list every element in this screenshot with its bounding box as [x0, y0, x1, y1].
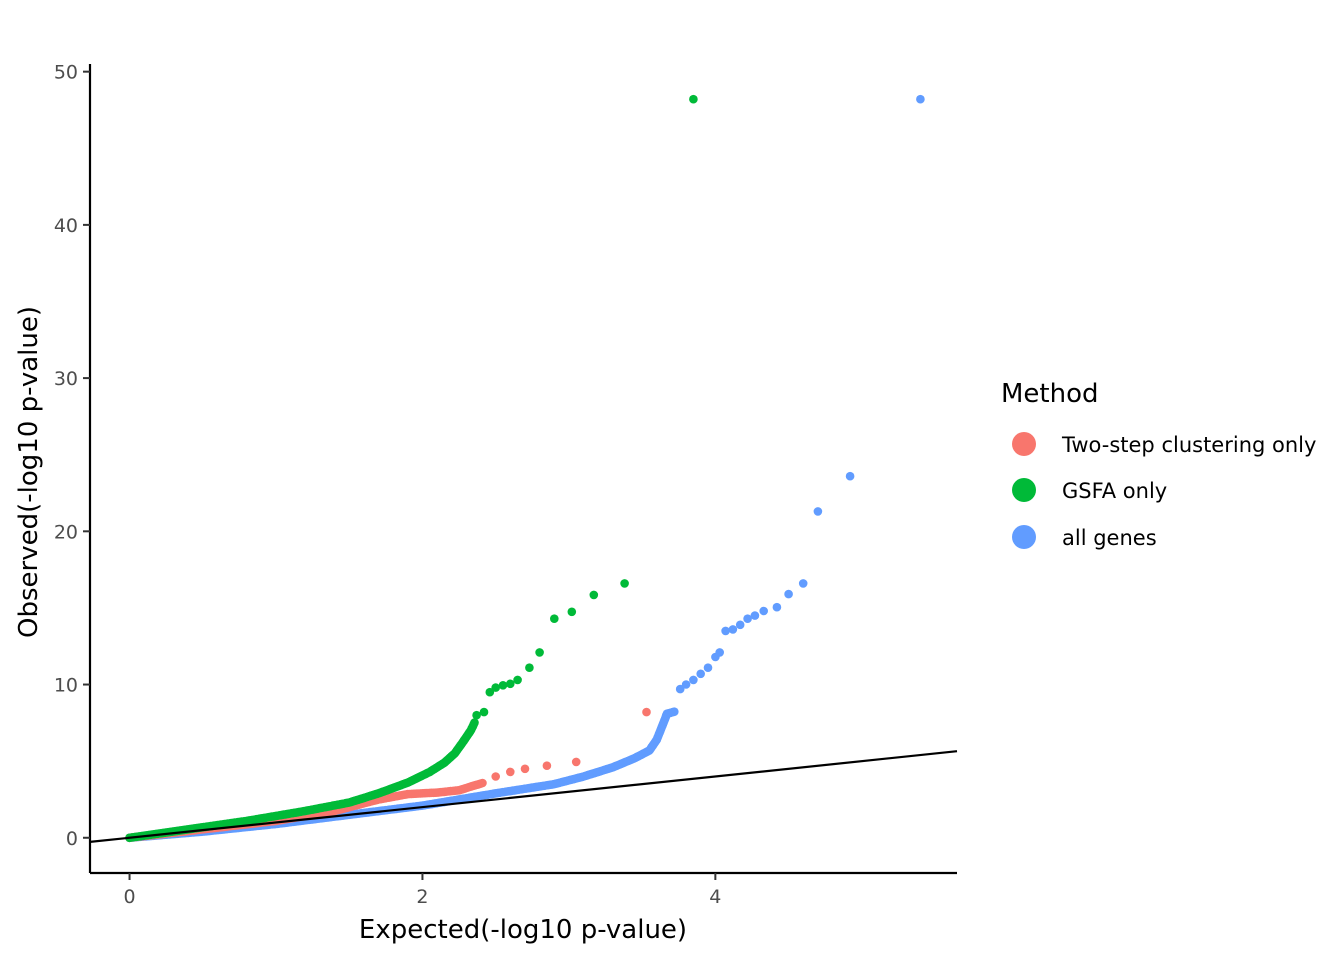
data-point	[715, 648, 724, 657]
data-point	[513, 675, 522, 685]
data-point	[567, 607, 577, 617]
legend-entry-all-genes: all genes	[1012, 525, 1157, 550]
data-point	[498, 681, 508, 690]
legend-label-two-step: Two-step clustering only	[1061, 433, 1316, 457]
data-point	[743, 614, 752, 623]
data-point	[472, 710, 481, 720]
data-point	[916, 94, 925, 104]
data-point	[589, 590, 599, 600]
y-axis-ticks: 0 10 20 30 40 50	[54, 62, 90, 850]
y-tick-label: 40	[54, 215, 78, 237]
data-point	[750, 611, 760, 620]
data-point	[813, 507, 823, 516]
data-point	[798, 579, 808, 588]
legend-label-gsfa: GSFA only	[1062, 479, 1167, 503]
y-tick-label: 50	[54, 62, 78, 84]
data-point	[479, 707, 489, 717]
data-point	[759, 606, 768, 616]
legend-entry-two-step: Two-step clustering only	[1012, 432, 1316, 457]
y-axis-title: Observed(-log10 p-value)	[14, 306, 44, 638]
data-point	[470, 718, 479, 727]
legend-key-two-step	[1012, 432, 1036, 456]
data-point	[535, 648, 544, 657]
series-all-genes	[125, 94, 925, 843]
y-tick-label: 20	[54, 521, 78, 543]
series-two-step-clustering-only	[125, 707, 651, 843]
data-point	[784, 589, 793, 599]
legend-entry-gsfa: GSFA only	[1012, 478, 1167, 503]
data-point	[728, 625, 738, 634]
data-point	[571, 757, 581, 767]
x-tick-label: 4	[709, 886, 721, 908]
x-tick-label: 2	[416, 886, 428, 908]
series-gsfa-only	[125, 94, 698, 843]
data-point	[491, 772, 501, 781]
data-point	[542, 761, 552, 770]
legend: Method Two-step clustering only GSFA onl…	[1001, 379, 1316, 550]
data-point	[478, 778, 487, 788]
data-point	[520, 764, 530, 774]
y-tick-label: 30	[54, 368, 78, 390]
data-point	[506, 679, 515, 689]
legend-key-gsfa	[1012, 478, 1036, 502]
legend-key-all-genes	[1012, 525, 1036, 549]
data-point	[735, 620, 745, 630]
y-tick-label: 10	[54, 675, 78, 697]
data-point	[689, 675, 698, 685]
legend-label-all-genes: all genes	[1062, 526, 1157, 550]
data-point	[772, 602, 782, 612]
data-point	[485, 687, 495, 697]
data-point	[506, 767, 515, 777]
data-point	[550, 614, 559, 623]
data-point	[525, 663, 534, 672]
data-point	[670, 707, 679, 716]
data-point	[703, 663, 713, 672]
data-point	[642, 707, 651, 717]
data-point	[721, 626, 730, 636]
data-point	[681, 680, 691, 689]
points-layer	[125, 94, 925, 843]
data-point	[491, 683, 501, 692]
x-tick-label: 0	[123, 886, 135, 908]
legend-title: Method	[1001, 379, 1099, 409]
data-point	[620, 579, 629, 588]
data-point	[696, 669, 705, 679]
data-point	[675, 684, 685, 694]
reference-line	[89, 750, 958, 843]
x-axis-ticks: 0 2 4	[123, 873, 721, 908]
y-tick-label: 0	[66, 828, 78, 850]
x-axis-title: Expected(-log10 p-value)	[359, 915, 687, 945]
data-point	[845, 471, 855, 481]
data-point	[689, 94, 698, 104]
